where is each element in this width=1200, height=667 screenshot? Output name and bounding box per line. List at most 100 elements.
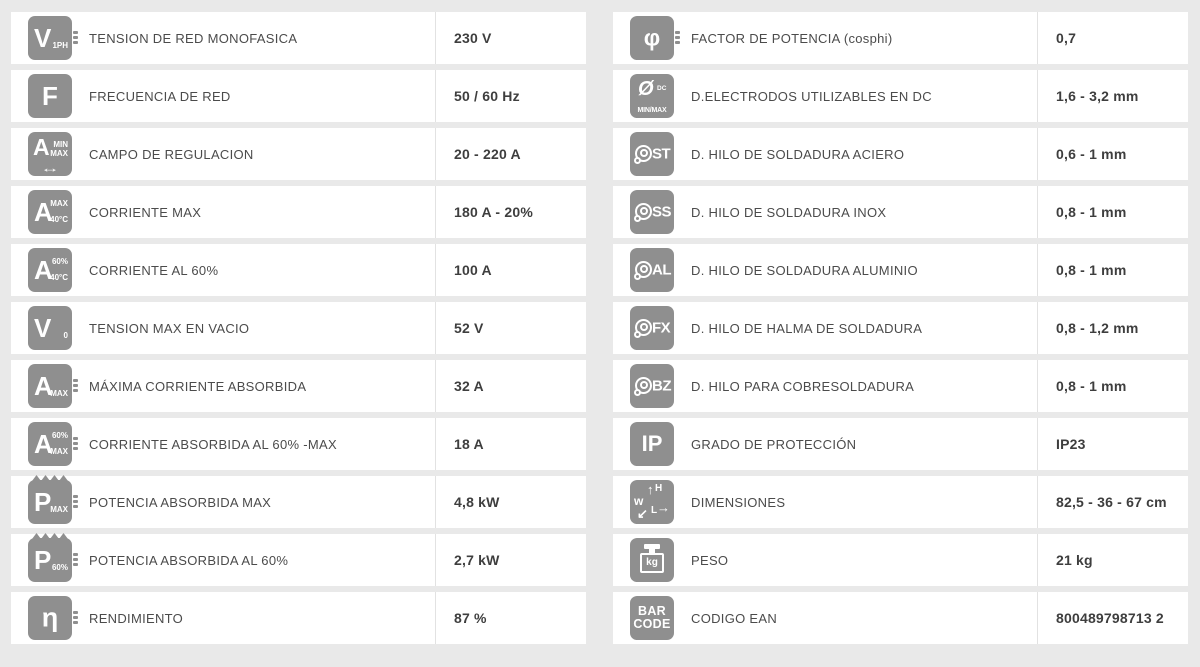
spec-value: IP23 [1037,418,1188,470]
spec-label: POTENCIA ABSORBIDA MAX [89,494,272,510]
spec-table-right: φ FACTOR DE POTENCIA (cosphi) 0,7 Ø DC MIN… [613,12,1188,650]
spec-row: η RENDIMIENTO 87 % [11,592,586,644]
spec-value: 50 / 60 Hz [435,70,586,122]
icon-part: Ø [638,78,654,100]
icon-part: ↑ [647,482,654,497]
spec-value: 82,5 - 36 - 67 cm [1037,476,1188,528]
spec-label: RENDIMIENTO [89,610,184,626]
weight-body: kg [640,553,664,573]
spec-value: 87 % [435,592,586,644]
mains-frequency-icon: F [28,74,72,118]
spec-label: D.ELECTRODOS UTILIZABLES EN DC [691,88,932,104]
icon-part: A [34,197,53,227]
spec-row: SS D. HILO DE SOLDADURA INOX 0,8 - 1 mm [613,186,1188,238]
spec-label: PESO [691,552,729,568]
spec-row: ST D. HILO DE SOLDADURA ACIERO 0,6 - 1 m… [613,128,1188,180]
spec-row: kg PESO 21 kg [613,534,1188,586]
connector-lines [73,379,78,382]
spec-label: TENSION DE RED MONOFASICA [89,30,298,46]
connector-lines [73,31,78,34]
spec-value: 21 kg [1037,534,1188,586]
icon-part: η [41,602,59,633]
icon-part: DC [657,85,667,92]
spec-row: w ↑ H ↙ L → DIMENSIONES 82,5 - 36 - 67 cm [613,476,1188,528]
spec-label: TENSION MAX EN VACIO [89,320,250,336]
icon-part: MAX [50,505,68,514]
spec-label: CAMPO DE REGULACION [89,146,254,162]
wire-spool-glyph [634,203,652,222]
zigzag-top [32,475,68,481]
brazing-wire-icon: BZ [630,364,674,408]
icon-part: w [634,494,644,508]
icon-part: MIN [53,140,68,149]
icon-part: SS [652,203,672,221]
spec-label: CODIGO EAN [691,610,778,626]
spec-label: DIMENSIONES [691,494,786,510]
spec-value: 180 A - 20% [435,186,586,238]
spec-row: BAR CODE CODIGO EAN 800489798713 2 [613,592,1188,644]
connector-lines [73,611,78,614]
absorbed-power-60pct-icon: P 60% [28,533,78,582]
icon-part: MAX [50,389,68,398]
spec-label: FACTOR DE POTENCIA (cosphi) [691,30,893,46]
spec-value: 100 A [435,244,586,296]
icon-part: MIN/MAX [637,107,667,114]
icon-part: V [34,313,52,343]
connector-lines [675,31,680,34]
weight-knob [644,544,660,549]
spec-table-left: V 1PH TENSION DE RED MONOFASICA 230 V F F… [11,12,586,650]
icon-part: BZ [652,377,672,395]
spec-label: CORRIENTE MAX [89,204,202,220]
spec-row: BZ D. HILO PARA COBRESOLDADURA 0,8 - 1 m… [613,360,1188,412]
flux-cored-wire-icon: FX [630,306,674,350]
max-absorbed-current-icon: A MAX [28,364,78,408]
connector-lines [73,553,78,556]
icon-part: IP [641,431,663,456]
spec-row: IP GRADO DE PROTECCIÓN IP23 [613,418,1188,470]
spec-value: 2,7 kW [435,534,586,586]
efficiency-icon: η [28,596,78,640]
icon-part: MAX [50,199,68,208]
spec-row: P MAX POTENCIA ABSORBIDA MAX 4,8 kW [11,475,586,528]
icon-part: H [655,483,663,494]
icon-part: P [34,545,52,575]
spec-label: D. HILO DE SOLDADURA ACIERO [691,146,905,162]
barcode-icon: BAR CODE [630,596,674,640]
spec-value: 0,6 - 1 mm [1037,128,1188,180]
protection-class-icon: IP [630,422,674,466]
spec-label: FRECUENCIA DE RED [89,88,231,104]
icon-part: 0 [63,331,68,340]
icon-part: 60% [51,257,68,266]
icon-part: AL [652,261,672,279]
icon-part: → [657,500,670,515]
power-factor-icon: φ [630,16,680,60]
icon-part: A [34,371,53,401]
spec-row: P 60% POTENCIA ABSORBIDA AL 60% 2,7 kW [11,533,586,586]
spec-value: 32 A [435,360,586,412]
weight-icon: kg [630,538,674,582]
icon-part: MAX [50,447,68,456]
spec-row: A MIN MAX ↔ CAMPO DE REGULACION 20 - 220 A [11,128,586,180]
spec-row: φ FACTOR DE POTENCIA (cosphi) 0,7 [613,12,1188,64]
icon-part: A [33,134,50,160]
wire-spool-glyph [634,145,652,164]
spec-value: 0,7 [1037,12,1188,64]
aluminium-wire-icon: AL [630,248,674,292]
spec-value: 4,8 kW [435,476,586,528]
spec-value: 0,8 - 1 mm [1037,186,1188,238]
wire-spool-glyph [634,319,652,338]
spec-row: V 1PH TENSION DE RED MONOFASICA 230 V [11,12,586,64]
spec-label: CORRIENTE AL 60% [89,262,219,278]
current-range-icon: A MIN MAX ↔ [28,132,72,176]
spec-row: A 60% MAX CORRIENTE ABSORBIDA AL 60% -MAX … [11,418,586,470]
icon-part: 1PH [52,41,68,50]
spec-value: 18 A [435,418,586,470]
absorbed-current-60pct-icon: A 60% MAX [28,422,78,466]
spec-label: D. HILO DE HALMA DE SOLDADURA [691,320,923,336]
stainless-wire-icon: SS [630,190,674,234]
spec-label: POTENCIA ABSORBIDA AL 60% [89,552,289,568]
icon-part: A [34,429,53,459]
